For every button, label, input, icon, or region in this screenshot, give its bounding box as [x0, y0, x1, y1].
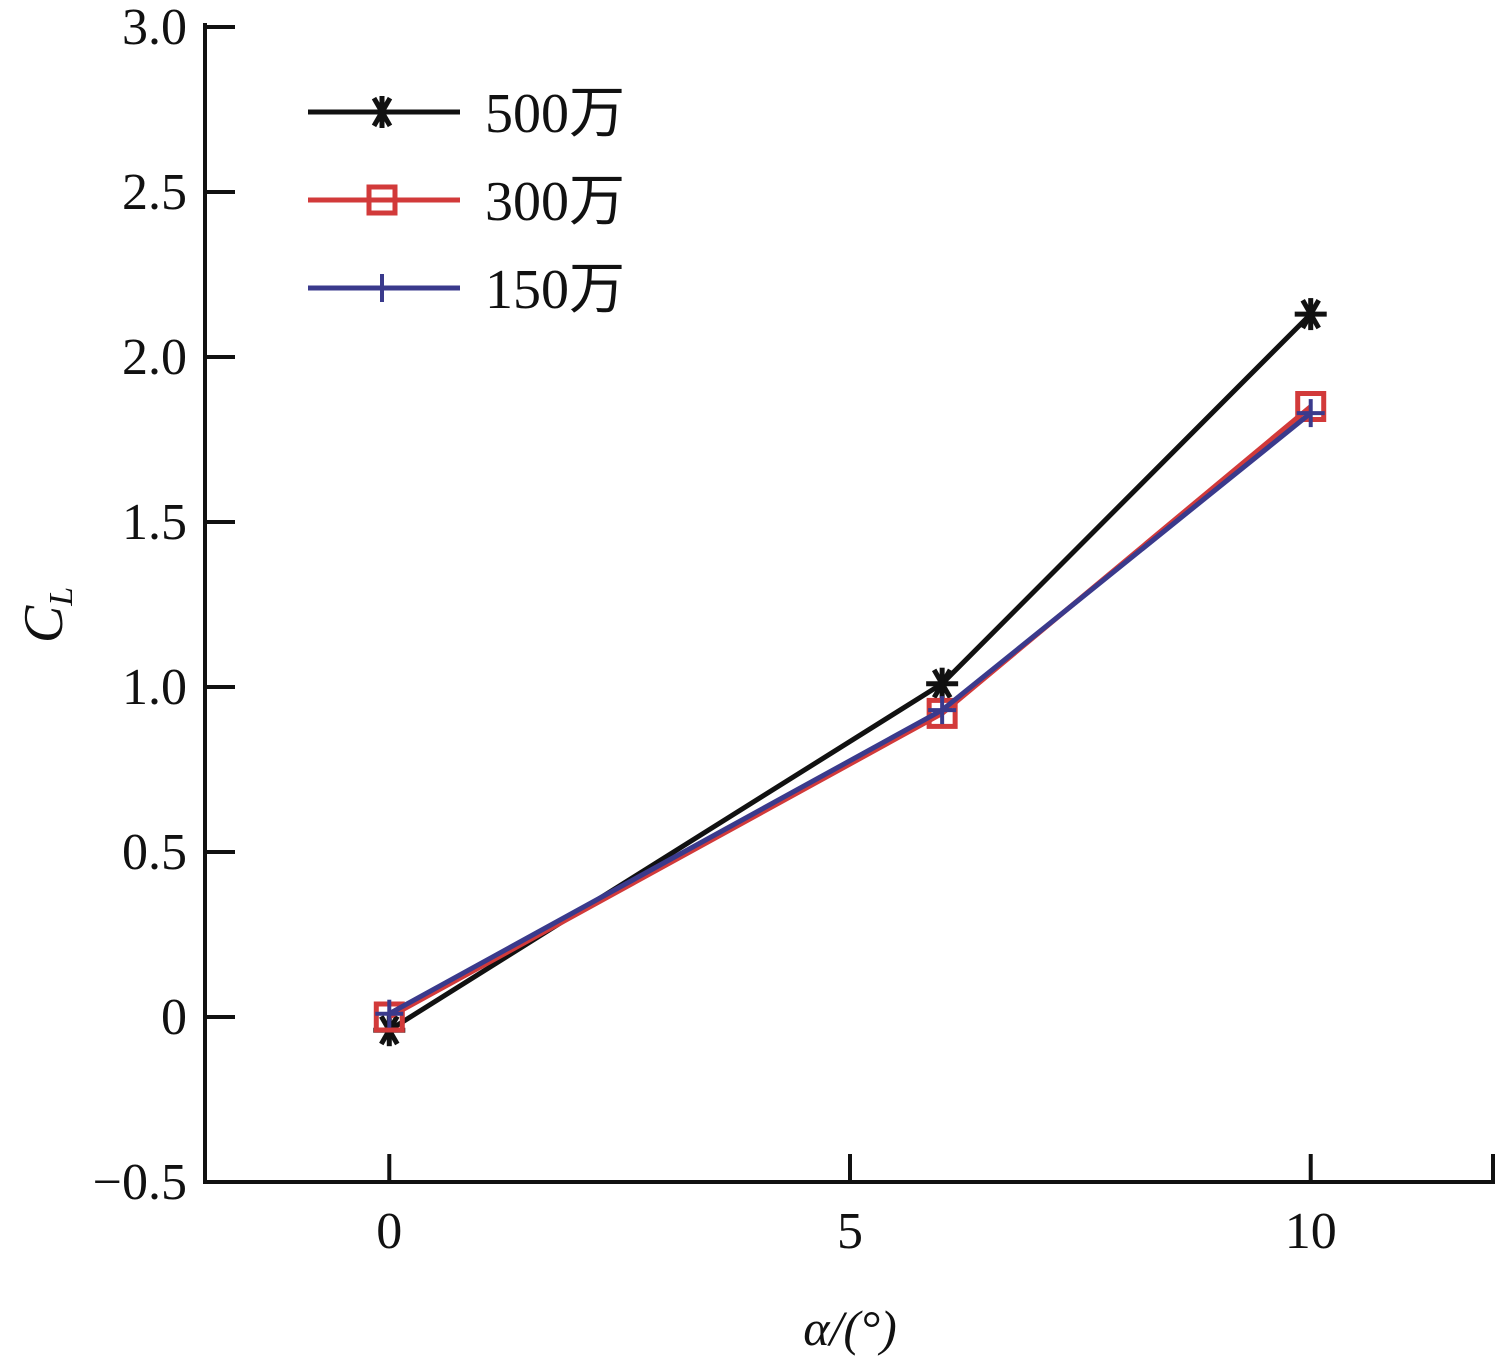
svg-text:CL: CL — [13, 587, 80, 643]
legend-item: 300万 — [308, 171, 625, 233]
series-line — [388, 404, 1313, 1020]
y-axis-label: CL — [13, 587, 80, 643]
x-axis-label: α/(°) — [803, 1300, 896, 1356]
x-tick-label: 5 — [837, 1203, 863, 1260]
legend-marker — [366, 184, 398, 216]
series-2 — [375, 399, 1325, 1028]
series-line — [388, 411, 1313, 1016]
legend-label: 300万 — [485, 171, 625, 233]
legend-item: 500万 — [308, 83, 625, 145]
series-layer — [373, 298, 1327, 1047]
y-tick-label: 0 — [161, 989, 187, 1046]
x-tick-label: 0 — [376, 1203, 402, 1260]
series-0 — [373, 298, 1327, 1047]
legend-label: 150万 — [485, 259, 625, 321]
axes: −0.5 0 0.5 1.0 1.5 2.0 2.5 3.0 0 5 10 — [93, 0, 1495, 1260]
y-axis-label-sub: L — [43, 587, 80, 607]
y-tick-label: 0.5 — [122, 824, 187, 881]
x-tick-label: 10 — [1285, 1203, 1337, 1260]
series-line — [387, 312, 1313, 1033]
y-axis-label-main: C — [13, 605, 75, 643]
y-tick-label: 3.0 — [122, 0, 187, 56]
legend-label: 500万 — [485, 83, 625, 145]
y-tick-label: 1.0 — [122, 659, 187, 716]
y-tick-label: 2.0 — [122, 329, 187, 386]
series-1 — [373, 391, 1327, 1033]
legend-item: 150万 — [308, 259, 625, 321]
legend: 500万 300万 150万 — [308, 83, 625, 321]
y-tick-label: 2.5 — [122, 164, 187, 221]
y-tick-label: −0.5 — [93, 1154, 187, 1211]
y-tick-label: 1.5 — [122, 494, 187, 551]
